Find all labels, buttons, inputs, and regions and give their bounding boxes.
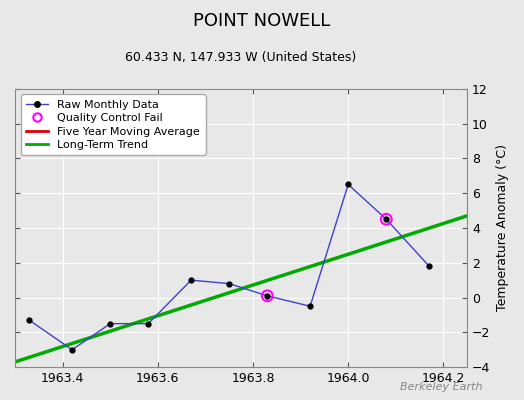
Legend: Raw Monthly Data, Quality Control Fail, Five Year Moving Average, Long-Term Tren: Raw Monthly Data, Quality Control Fail, … (20, 94, 205, 156)
Y-axis label: Temperature Anomaly (°C): Temperature Anomaly (°C) (496, 144, 509, 312)
Text: Berkeley Earth: Berkeley Earth (400, 382, 482, 392)
Title: 60.433 N, 147.933 W (United States): 60.433 N, 147.933 W (United States) (125, 51, 357, 64)
Text: POINT NOWELL: POINT NOWELL (193, 12, 331, 30)
Point (263, 293, 271, 299)
Point (382, 216, 390, 222)
